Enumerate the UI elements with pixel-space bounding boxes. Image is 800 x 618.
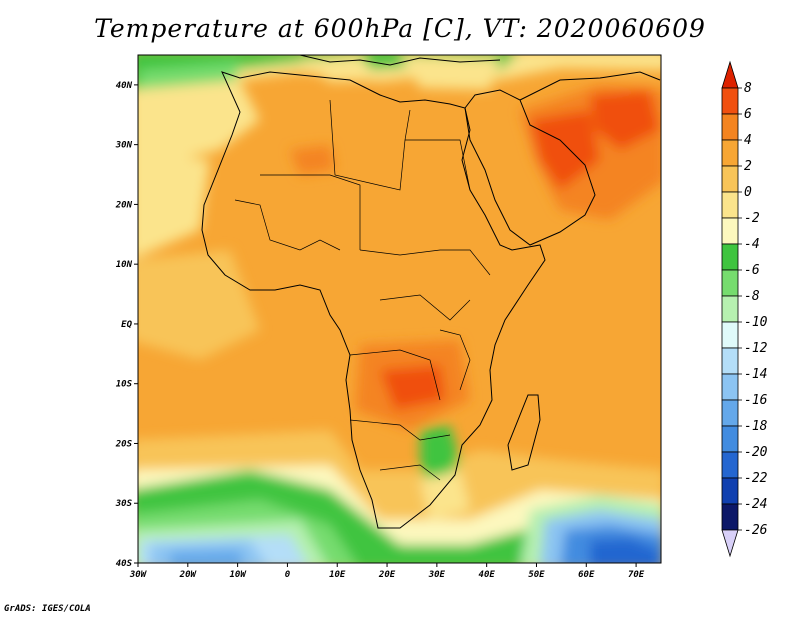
colorbar-segment	[721, 269, 739, 297]
colorbar-segment	[721, 347, 739, 375]
colorbar-segment	[721, 165, 739, 193]
colorbar-label: 8	[744, 81, 752, 96]
grads-credit: GrADS: IGES/COLA	[4, 604, 91, 614]
colorbar-label: -4	[744, 237, 760, 252]
colorbar-label: -10	[744, 315, 768, 330]
lon-tick-label: 40E	[479, 570, 496, 580]
colorbar-segment	[721, 295, 739, 323]
colorbar-segment	[721, 87, 739, 115]
colorbar-label: -20	[744, 445, 768, 460]
lon-tick-label: 10E	[329, 570, 346, 580]
map-title: Temperature at 600hPa [C], VT: 202006060…	[94, 14, 706, 43]
colorbar-label: -18	[744, 419, 768, 434]
lon-tick-label: 60E	[578, 570, 595, 580]
colorbar-segment	[721, 503, 739, 531]
colorbar-label: 4	[744, 133, 752, 148]
colorbar-segment	[721, 477, 739, 505]
coastlines	[201, 55, 661, 529]
country-borders	[234, 99, 491, 481]
colorbar-label: -26	[744, 523, 768, 538]
colorbar-label: -6	[744, 263, 760, 278]
colorbar-segment	[721, 113, 739, 141]
temperature-field	[138, 55, 661, 563]
colorbar-label: -22	[744, 471, 768, 486]
colorbar-arrow-top	[721, 60, 739, 89]
colorbar-label: -8	[744, 289, 760, 304]
colorbar-segment	[721, 373, 739, 401]
colorbar-segment	[721, 321, 739, 349]
map-frame	[137, 54, 662, 564]
lat-tick-label: 30N	[115, 141, 133, 151]
colorbar-label: -12	[744, 341, 768, 356]
colorbar-label: 0	[744, 185, 752, 200]
colorbar-segment	[721, 399, 739, 427]
colorbar-segment	[721, 139, 739, 167]
colorbar-arrow-bottom	[721, 529, 739, 558]
lat-tick-label: EQ	[121, 320, 132, 330]
colorbar-label: -14	[744, 367, 767, 382]
colorbar-segment	[721, 243, 739, 271]
lon-tick-label: 30W	[129, 570, 148, 580]
colorbar-segment	[721, 217, 739, 245]
colorbar-segment	[721, 425, 739, 453]
colorbar-segment	[721, 191, 739, 219]
lon-tick-label: 20E	[378, 570, 396, 580]
lon-tick-label: 50E	[528, 570, 545, 580]
colorbar-segment	[721, 451, 739, 479]
lat-tick-label: 40N	[116, 81, 133, 91]
colorbar-label: 6	[744, 107, 752, 122]
colorbar-label: 2	[744, 159, 752, 174]
lon-tick-label: 0	[285, 570, 291, 580]
lon-tick-label: 70E	[628, 570, 645, 580]
lat-tick-label: 40S	[116, 559, 133, 569]
latitude-ticks: 40N 30N 20N 10N EQ 10S 20S 30S 40S	[115, 81, 138, 569]
lat-tick-label: 10N	[116, 260, 133, 270]
colorbar-label: -24	[744, 497, 767, 512]
colorbar-label: -16	[744, 393, 768, 408]
lon-tick-label: 30E	[428, 570, 446, 580]
colorbar: 8 6 4 2 0 -2 -4 -6 -8 -10 -12 -14 -16 -18 -20 -22 -24 -26	[721, 60, 768, 558]
lat-tick-label: 10S	[116, 380, 133, 390]
lat-tick-label: 20S	[115, 439, 133, 449]
lon-tick-label: 10W	[229, 570, 247, 580]
longitude-ticks: 30W 20W 10W 0 10E 20E 30E 40E 50E 60E 70E	[129, 563, 645, 580]
colorbar-label: -2	[744, 211, 760, 226]
lon-tick-label: 20W	[179, 570, 198, 580]
lat-tick-label: 30S	[115, 499, 133, 509]
lat-tick-label: 20N	[115, 200, 133, 210]
